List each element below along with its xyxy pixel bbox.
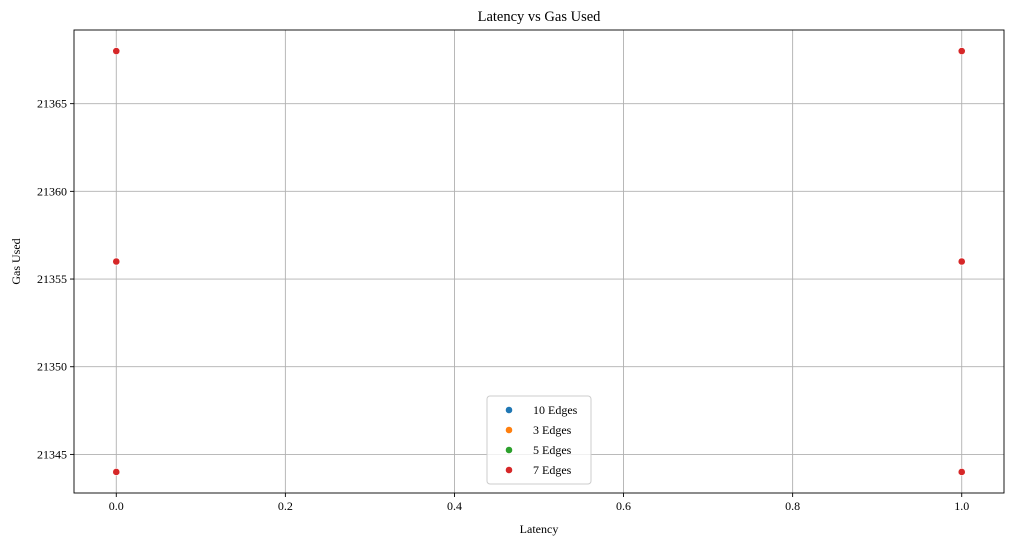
axis-ticks: 0.0 0.2 0.4 0.6 0.8 1.0 21345 21350 21355 21360 21… bbox=[37, 97, 969, 513]
x-tick-label: 0.8 bbox=[785, 499, 800, 513]
data-points bbox=[112, 47, 966, 476]
x-tick-label: 0.4 bbox=[447, 499, 462, 513]
legend: 10 Edges 3 Edges 5 Edges 7 Edges bbox=[486, 395, 592, 485]
legend-label: 5 Edges bbox=[533, 443, 572, 457]
x-tick-label: 1.0 bbox=[954, 499, 969, 513]
data-point bbox=[112, 468, 121, 476]
legend-marker bbox=[505, 446, 513, 454]
y-tick-label: 21355 bbox=[37, 272, 67, 286]
data-point bbox=[957, 47, 966, 55]
legend-box bbox=[486, 395, 592, 485]
y-axis-label: Gas Used bbox=[9, 238, 23, 284]
x-tick-label: 0.2 bbox=[278, 499, 293, 513]
x-axis-label: Latency bbox=[520, 522, 559, 536]
y-tick-label: 21350 bbox=[37, 360, 67, 374]
legend-label: 7 Edges bbox=[533, 463, 572, 477]
y-tick-label: 21365 bbox=[37, 97, 67, 111]
y-tick-label: 21360 bbox=[37, 184, 67, 198]
y-tick-label: 21345 bbox=[37, 447, 67, 461]
legend-label: 3 Edges bbox=[533, 423, 572, 437]
chart-title: Latency vs Gas Used bbox=[478, 9, 602, 25]
legend-label: 10 Edges bbox=[533, 403, 578, 417]
legend-marker bbox=[505, 426, 513, 434]
data-point bbox=[957, 468, 966, 476]
x-tick-label: 0.0 bbox=[109, 499, 124, 513]
data-point bbox=[112, 47, 121, 55]
legend-marker bbox=[505, 466, 513, 474]
x-tick-label: 0.6 bbox=[616, 499, 631, 513]
data-point bbox=[957, 257, 966, 266]
plot-frame bbox=[73, 29, 1005, 494]
data-point bbox=[112, 257, 121, 266]
legend-marker bbox=[505, 406, 513, 414]
